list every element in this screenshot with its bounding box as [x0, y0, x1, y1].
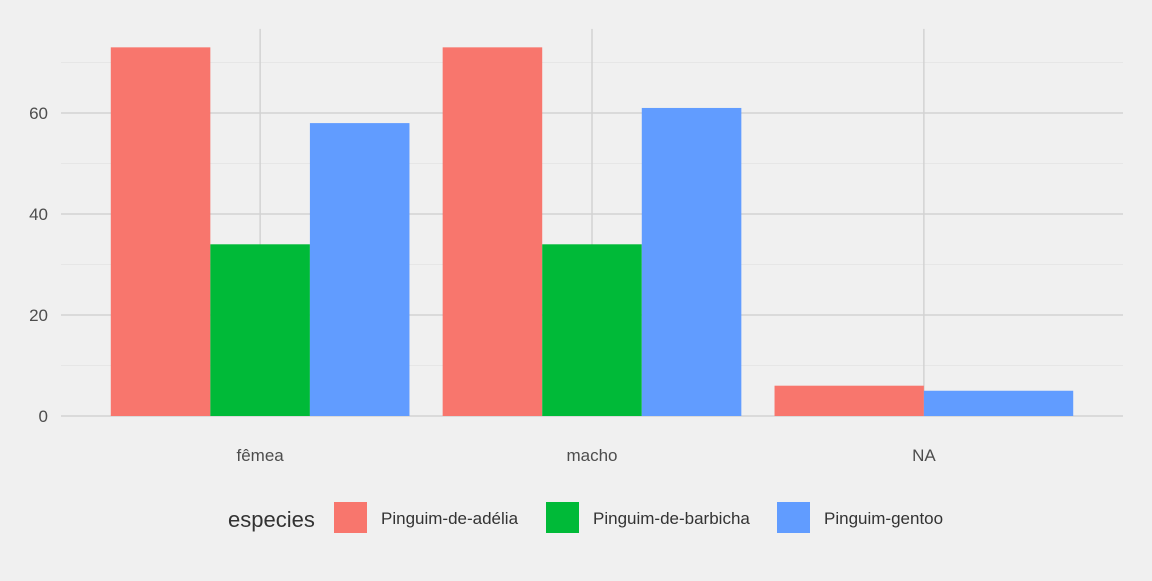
bar-pinguim-de-barbicha-fêmea: [210, 244, 310, 416]
y-tick-label: 60: [29, 104, 48, 123]
x-tick-label: fêmea: [237, 446, 285, 465]
legend: especies Pinguim-de-adélia Pinguim-de-bar…: [228, 502, 943, 533]
legend-label: Pinguim-gentoo: [824, 509, 943, 528]
legend-key-pinguim-de-adélia: [334, 502, 367, 533]
x-tick-label: macho: [566, 446, 617, 465]
bar-pinguim-de-adélia-fêmea: [110, 47, 211, 416]
x-tick-label: NA: [912, 446, 936, 465]
bar-pinguim-gentoo-na: [923, 390, 1074, 416]
bar-pinguim-de-adélia-macho: [442, 47, 543, 416]
legend-label: Pinguim-de-adélia: [381, 509, 519, 528]
y-tick-label: 40: [29, 205, 48, 224]
bar-pinguim-gentoo-macho: [641, 107, 742, 416]
x-axis: fêmea macho NA: [237, 446, 937, 465]
legend-title: especies: [228, 507, 315, 532]
y-tick-label: 0: [39, 407, 48, 426]
bar-pinguim-de-barbicha-macho: [542, 244, 642, 416]
legend-key-pinguim-de-barbicha: [546, 502, 579, 533]
legend-key-pinguim-gentoo: [777, 502, 810, 533]
y-tick-label: 20: [29, 306, 48, 325]
bars: [110, 47, 1074, 416]
bar-pinguim-de-adélia-na: [774, 385, 924, 416]
bar-pinguim-gentoo-fêmea: [309, 123, 410, 416]
y-axis: 0 20 40 60: [29, 104, 48, 426]
legend-label: Pinguim-de-barbicha: [593, 509, 750, 528]
